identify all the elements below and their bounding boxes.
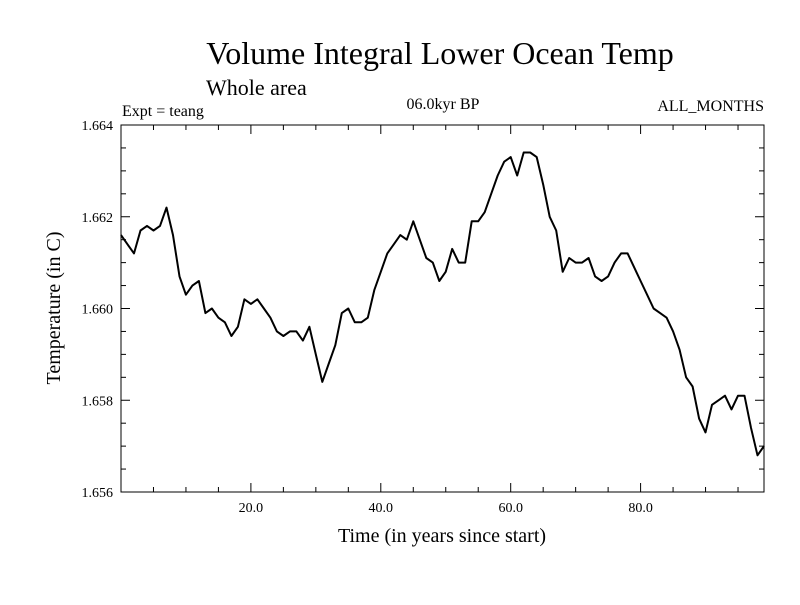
months-label: ALL_MONTHS <box>657 98 764 115</box>
y-tick-label: 1.658 <box>82 394 114 409</box>
x-tick-label: 60.0 <box>498 501 523 516</box>
plot-frame <box>120 124 765 493</box>
y-tick-label: 1.660 <box>82 303 114 318</box>
x-tick-label: 80.0 <box>628 501 653 516</box>
x-axis-label: Time (in years since start) <box>338 525 546 547</box>
chart-subtitle: Whole area <box>206 75 307 100</box>
y-tick-labels: 1.656 1.658 1.660 1.662 1.664 <box>82 119 114 501</box>
x-tick-labels: 20.0 40.0 60.0 80.0 <box>239 501 653 516</box>
series-line-temperature <box>120 151 765 457</box>
y-tick-label: 1.656 <box>82 486 114 501</box>
period-label: 06.0kyr BP <box>407 96 480 113</box>
y-axis-label: Temperature (in C) <box>43 232 65 385</box>
x-tick-label: 40.0 <box>369 501 394 516</box>
x-tick-label: 20.0 <box>239 501 264 516</box>
chart-title: Volume Integral Lower Ocean Temp <box>206 35 674 71</box>
axis-ticks <box>121 125 764 492</box>
y-tick-label: 1.662 <box>82 211 114 226</box>
experiment-label: Expt = teang <box>122 103 204 120</box>
y-tick-label: 1.664 <box>82 119 114 134</box>
